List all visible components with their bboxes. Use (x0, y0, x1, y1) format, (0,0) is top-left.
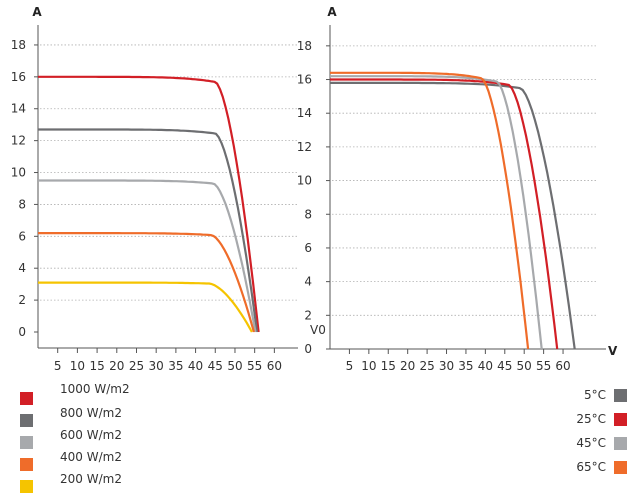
legend-swatch-800 (20, 414, 33, 427)
series-line-2-3 (330, 75, 543, 350)
x-tick-label: 10 (70, 359, 85, 373)
legend-label-400: 400 W/m2 (60, 450, 122, 464)
x-tick-label: 40 (478, 359, 493, 373)
x-tick-label: 15 (381, 359, 396, 373)
y-tick-label: 6 (304, 241, 312, 255)
x-tick-label: 20 (109, 359, 124, 373)
series-line-2-2 (330, 78, 559, 350)
x-tick-label: 55 (536, 359, 551, 373)
x-tick-label: 15 (89, 359, 104, 373)
x-tick-label: 40 (188, 359, 203, 373)
y-tick-label: 10 (11, 166, 26, 180)
x-tick-label: 10 (361, 359, 376, 373)
y-tick-label: 18 (11, 38, 26, 52)
x-tick-label: 30 (149, 359, 164, 373)
y-tick-label: 8 (18, 197, 26, 211)
y-tick-label: 0 (18, 325, 26, 339)
x-tick-label: 55 (247, 359, 262, 373)
legend-label-1000: 1000 W/m2 (60, 382, 130, 396)
x-tick-label: 5 (346, 359, 354, 373)
irradiance-legend: 1000 W/m2 800 W/m2 600 W/m2 400 W/m2 200… (20, 382, 200, 493)
legend-swatch-1000 (20, 392, 33, 405)
origin-label: V0 (310, 323, 326, 337)
legend-swatch-400 (20, 458, 33, 471)
x-tick-label: 35 (458, 359, 473, 373)
series-line-1-3 (38, 179, 257, 333)
y-tick-label: 18 (297, 39, 312, 53)
y-tick-label: 16 (297, 73, 312, 87)
temperature-legend: 5°C 25°C 45°C 65°C (540, 388, 630, 474)
legend-label-5c: 5°C (583, 388, 606, 402)
series-line-2-1 (330, 81, 576, 350)
x-tick-label: 35 (168, 359, 183, 373)
y-tick-label: 12 (297, 140, 312, 154)
legend-swatch-600 (20, 436, 33, 449)
x-tick-label: 25 (129, 359, 144, 373)
y-tick-label: 8 (304, 207, 312, 221)
y-tick-label: 14 (11, 102, 26, 116)
x-tick-label: 45 (208, 359, 223, 373)
x-tick-label: 60 (267, 359, 282, 373)
x-tick-label: 5 (54, 359, 62, 373)
legend-label-25c: 25°C (576, 412, 606, 426)
legend-label-200: 200 W/m2 (60, 472, 122, 486)
legend-swatch-45c (614, 437, 627, 450)
y-tick-label: 12 (11, 134, 26, 148)
y-axis-title: A (32, 5, 42, 19)
y-tick-label: 10 (297, 174, 312, 188)
y-tick-label: 4 (18, 261, 26, 275)
legend-swatch-200 (20, 480, 33, 493)
legend-label-800: 800 W/m2 (60, 406, 122, 420)
y-tick-label: 16 (11, 70, 26, 84)
y-tick-label: 14 (297, 106, 312, 120)
legend-label-600: 600 W/m2 (60, 428, 122, 442)
chart-1: A 0 2 4 6 8 10 12 14 16 18 5 10 15 20 25 30 35 40 45 50 55 60 (11, 5, 298, 373)
legend-label-65c: 65°C (576, 460, 606, 474)
y-tick-label: 0 (304, 342, 312, 356)
y-tick-label: 4 (304, 275, 312, 289)
y-tick-label: 2 (304, 308, 312, 322)
y-axis-title: A (327, 5, 337, 19)
y-tick-label: 2 (18, 293, 26, 307)
legend-swatch-25c (614, 413, 627, 426)
legend-swatch-65c (614, 461, 627, 474)
x-tick-label: 50 (517, 359, 532, 373)
x-tick-label: 60 (555, 359, 570, 373)
series-line-1-5 (38, 281, 253, 333)
series-line-1-1 (38, 75, 260, 333)
x-tick-label: 50 (227, 359, 242, 373)
x-axis-title: V (608, 344, 618, 358)
x-tick-label: 45 (497, 359, 512, 373)
legend-swatch-5c (614, 389, 627, 402)
y-tick-label: 6 (18, 229, 26, 243)
legend-label-45c: 45°C (576, 436, 606, 450)
x-tick-label: 25 (419, 359, 434, 373)
series-line-2-4 (330, 71, 530, 350)
series-line-1-4 (38, 232, 255, 333)
chart-2: A 0 2 4 6 8 10 12 14 16 18 5 10 15 20 25 30 35 40 45 50 55 60 V… (297, 5, 618, 373)
x-tick-label: 30 (439, 359, 454, 373)
series-line-1-2 (38, 128, 259, 333)
x-tick-label: 20 (400, 359, 415, 373)
